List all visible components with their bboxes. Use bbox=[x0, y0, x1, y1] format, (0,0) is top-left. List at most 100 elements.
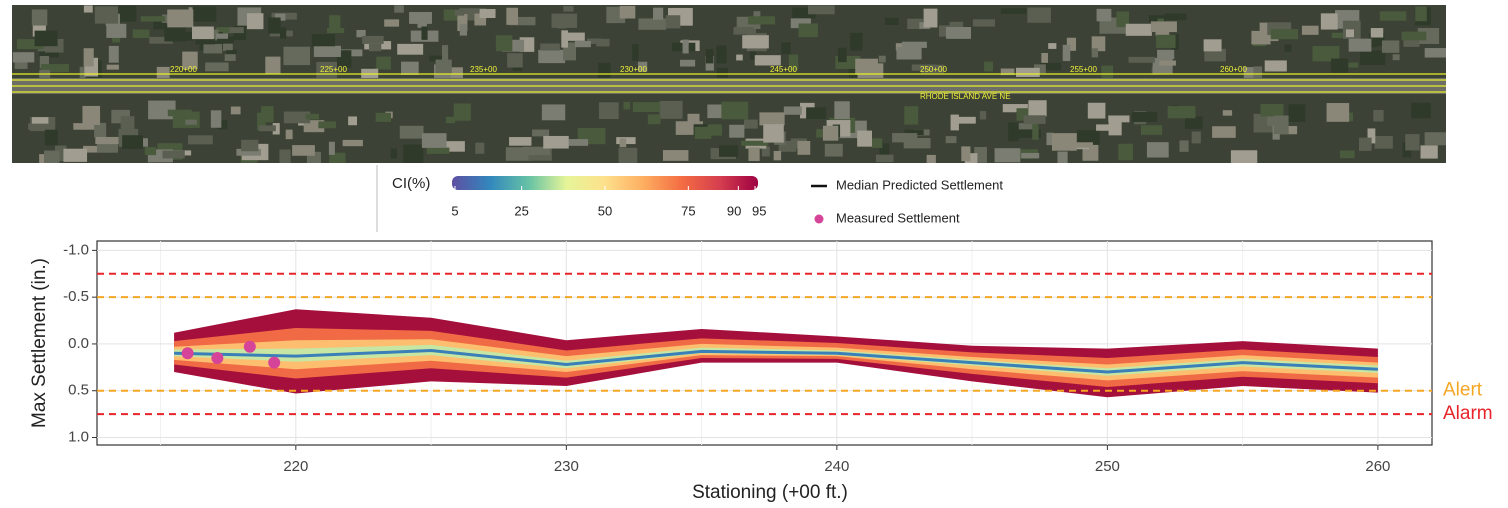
map-building bbox=[480, 9, 496, 18]
map-building bbox=[834, 101, 849, 119]
map-building bbox=[1129, 57, 1155, 63]
map-building bbox=[122, 135, 143, 149]
map-building bbox=[318, 121, 336, 128]
map-building bbox=[1421, 145, 1438, 158]
map-building bbox=[1373, 110, 1383, 122]
map-building bbox=[1425, 48, 1446, 57]
legend-label: Measured Settlement bbox=[836, 210, 960, 225]
map-building bbox=[599, 102, 619, 119]
map-label: 250+00 bbox=[920, 65, 947, 74]
map-building bbox=[1349, 39, 1372, 52]
map-building bbox=[1027, 7, 1051, 22]
map-building bbox=[660, 101, 683, 119]
map-building bbox=[706, 49, 713, 63]
map-building bbox=[205, 63, 228, 72]
colorbar-tick-label: 25 bbox=[514, 203, 528, 218]
measured-point bbox=[211, 352, 223, 364]
map-building bbox=[1157, 50, 1174, 59]
map-building bbox=[543, 136, 569, 149]
map-building bbox=[1411, 103, 1431, 118]
map-building bbox=[1118, 144, 1133, 161]
map-building bbox=[32, 9, 47, 25]
map-building bbox=[107, 65, 119, 70]
map-building bbox=[755, 55, 781, 65]
map-building bbox=[857, 131, 872, 147]
map-building bbox=[1132, 112, 1157, 122]
map-building bbox=[231, 107, 241, 115]
y-tick-label: 1.0 bbox=[68, 428, 89, 445]
map-building bbox=[1052, 133, 1077, 151]
map-building bbox=[1153, 58, 1173, 73]
x-tick-label: 220 bbox=[283, 458, 308, 475]
map-building bbox=[896, 47, 921, 59]
map-building bbox=[1185, 116, 1203, 128]
map-building bbox=[924, 9, 938, 28]
map-building bbox=[343, 140, 363, 146]
map-building bbox=[663, 150, 688, 161]
map-building bbox=[121, 116, 135, 129]
map-building bbox=[561, 30, 568, 47]
map-building bbox=[638, 18, 666, 29]
map-building bbox=[109, 46, 119, 63]
map-building bbox=[1101, 66, 1113, 80]
map-label: 255+00 bbox=[1070, 65, 1097, 74]
map-building bbox=[995, 148, 1021, 162]
map-building bbox=[442, 45, 448, 61]
map-building bbox=[1302, 26, 1319, 35]
map-building bbox=[45, 130, 58, 146]
map-building bbox=[808, 5, 835, 14]
map-building bbox=[1001, 8, 1026, 14]
map-building bbox=[454, 103, 471, 120]
map-building bbox=[247, 13, 264, 29]
measured-point bbox=[268, 357, 280, 369]
map-building bbox=[427, 148, 450, 154]
map-building bbox=[858, 63, 884, 78]
map-building bbox=[145, 147, 156, 155]
map-building bbox=[1360, 51, 1385, 65]
map-label: 225+00 bbox=[320, 65, 347, 74]
map-building bbox=[44, 151, 59, 163]
map-building bbox=[683, 40, 689, 54]
map-building bbox=[13, 52, 35, 62]
map-building bbox=[1204, 39, 1222, 51]
map-building bbox=[806, 107, 826, 118]
y-tick-label: -1.0 bbox=[63, 241, 89, 258]
measured-point bbox=[244, 341, 256, 353]
colorbar-tick-label: 95 bbox=[752, 203, 766, 218]
y-tick-label: -0.5 bbox=[63, 288, 89, 305]
map-building bbox=[719, 145, 738, 157]
map-building bbox=[185, 120, 197, 125]
map-building bbox=[1141, 125, 1162, 135]
map-building bbox=[902, 42, 927, 48]
map-building bbox=[211, 110, 222, 127]
map-label: RHODE ISLAND AVE NE bbox=[920, 92, 1011, 101]
map-building bbox=[391, 148, 397, 158]
map-building bbox=[563, 6, 573, 12]
map-building bbox=[1371, 28, 1383, 37]
map-building bbox=[1192, 131, 1201, 143]
map-building bbox=[1159, 60, 1176, 65]
map-building bbox=[376, 113, 391, 122]
map-building bbox=[596, 39, 609, 47]
map-building bbox=[1382, 40, 1399, 52]
map-building bbox=[312, 34, 335, 46]
legend-marker bbox=[815, 215, 824, 224]
map-building bbox=[1359, 138, 1372, 151]
threshold-label: Alarm bbox=[1443, 403, 1493, 424]
map-building bbox=[422, 133, 447, 148]
map-building bbox=[188, 135, 213, 144]
map-building bbox=[927, 155, 936, 163]
map-building bbox=[823, 126, 838, 141]
map-building bbox=[620, 138, 627, 147]
map-building bbox=[799, 23, 818, 37]
map-building bbox=[1092, 48, 1098, 57]
legend-label: Median Predicted Settlement bbox=[836, 177, 1003, 192]
map-building bbox=[203, 44, 222, 53]
map-building bbox=[141, 16, 165, 21]
map-building bbox=[653, 8, 663, 20]
map-building bbox=[384, 19, 399, 26]
map-building bbox=[721, 102, 748, 120]
map-building bbox=[95, 6, 118, 23]
map-building bbox=[748, 16, 775, 24]
map-building bbox=[1260, 104, 1283, 117]
